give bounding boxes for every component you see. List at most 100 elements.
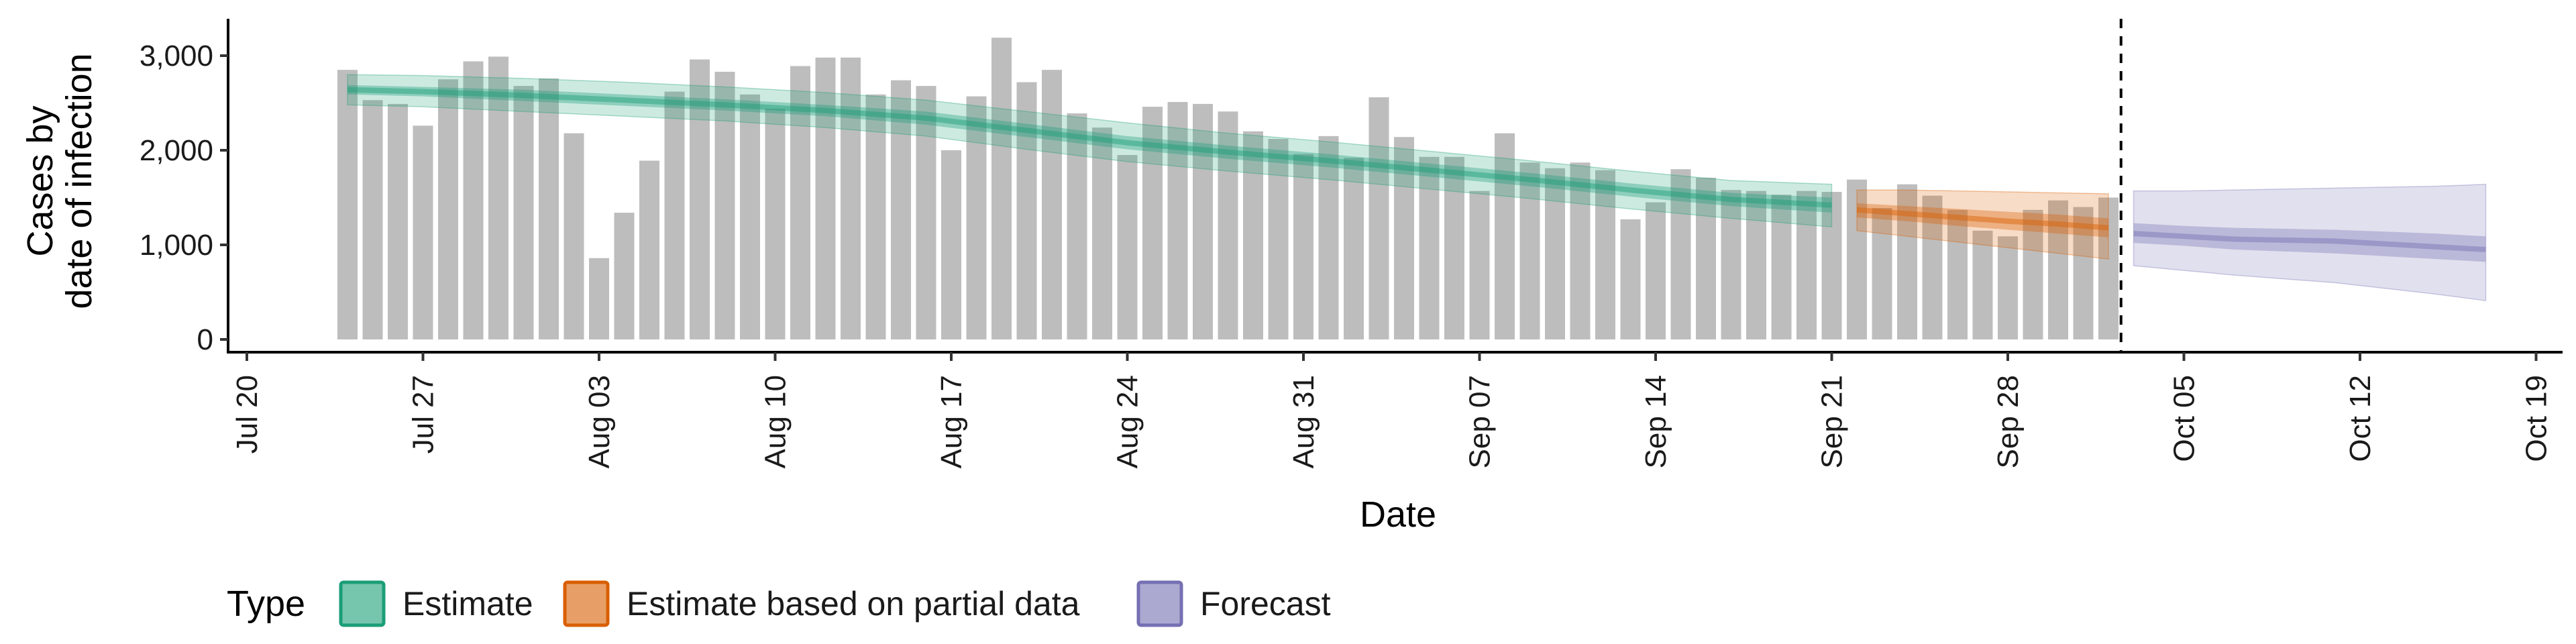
bar-2020-09-02 <box>1344 158 1364 339</box>
bar-2020-08-24 <box>1117 155 1138 340</box>
bar-2020-09-26 <box>1947 209 1968 339</box>
x-tick-label-2020-09-07: Sep 07 <box>1464 375 1497 468</box>
bar-2020-09-27 <box>1972 230 1993 339</box>
bar-2020-08-18 <box>966 96 987 339</box>
median-line-estimate <box>347 87 1832 208</box>
bar-2020-08-22 <box>1067 113 1087 339</box>
bar-2020-07-28 <box>438 79 458 339</box>
bar-2020-09-09 <box>1519 162 1540 339</box>
y-axis-title-line2: date of infection <box>59 53 99 309</box>
bar-2020-08-31 <box>1293 154 1313 339</box>
bar-2020-08-07 <box>690 59 710 339</box>
bar-2020-09-25 <box>1922 195 1943 339</box>
ribbon-50-forecast <box>2133 223 2486 262</box>
bar-2020-08-02 <box>564 133 584 339</box>
bar-2020-08-17 <box>941 150 961 339</box>
bar-2020-08-25 <box>1142 107 1163 339</box>
bar-2020-08-11 <box>790 66 810 339</box>
bar-2020-08-23 <box>1092 127 1112 339</box>
legend-label-estimate-based-on-partial-data: Estimate based on partial data <box>627 585 1080 623</box>
bar-2020-08-03 <box>589 258 609 339</box>
bar-2020-08-16 <box>916 86 936 339</box>
bar-2020-09-19 <box>1771 195 1792 339</box>
bar-2020-08-21 <box>1042 70 1062 340</box>
ribbon-50-estimate <box>347 85 1832 213</box>
bar-2020-09-23 <box>1872 208 1892 339</box>
x-tick-label-2020-10-05: Oct 05 <box>2168 375 2201 462</box>
x-tick-label-2020-08-17: Aug 17 <box>935 375 968 468</box>
y-axis-title-line1: Cases by <box>20 105 60 256</box>
bar-2020-08-30 <box>1268 139 1289 339</box>
x-tick-label-2020-10-19: Oct 19 <box>2520 375 2553 462</box>
bar-2020-08-04 <box>614 213 635 339</box>
bar-2020-07-24 <box>337 70 358 340</box>
bar-2020-07-31 <box>513 86 534 339</box>
legend-swatch-estimate <box>339 580 386 627</box>
bar-2020-09-13 <box>1620 219 1641 339</box>
bar-2020-08-19 <box>991 38 1012 340</box>
bar-2020-08-12 <box>815 57 836 339</box>
ribbon-90-forecast <box>2133 183 2487 302</box>
bar-2020-07-25 <box>362 100 383 339</box>
bar-2020-08-20 <box>1016 82 1037 339</box>
bar-2020-09-17 <box>1721 190 1741 339</box>
bar-2020-09-24 <box>1897 184 1917 339</box>
x-tick-label-2020-08-03: Aug 03 <box>583 375 616 468</box>
legend-entries: Estimate Estimate based on partial data Fo… <box>339 580 1331 627</box>
bar-2020-09-03 <box>1368 97 1389 340</box>
x-tick-label-2020-09-21: Sep 21 <box>1816 375 1849 468</box>
legend-swatch-estimate-based-on-partial-data <box>563 580 610 627</box>
x-tick-label-2020-10-12: Oct 12 <box>2344 375 2377 462</box>
y-tick-label-0: 0 <box>197 323 213 356</box>
bar-2020-08-13 <box>841 57 861 339</box>
bar-2020-08-26 <box>1167 102 1188 339</box>
x-tick-label-2020-07-20: Jul 20 <box>231 375 264 453</box>
x-tick-label-2020-08-31: Aug 31 <box>1287 375 1320 468</box>
ribbon-50-estimate-based-on-partial-data <box>1857 203 2108 237</box>
bar-2020-09-14 <box>1646 202 1666 339</box>
x-tick-label-2020-07-27: Jul 27 <box>407 375 440 453</box>
bar-2020-08-08 <box>714 71 735 339</box>
bar-2020-09-30 <box>2048 200 2068 339</box>
bar-2020-09-04 <box>1394 137 1414 339</box>
x-axis-title: Date <box>1360 494 1436 535</box>
x-tick-label-2020-08-10: Aug 10 <box>759 375 792 468</box>
bar-2020-08-27 <box>1193 103 1213 339</box>
bar-2020-07-26 <box>388 103 408 339</box>
median-line-estimate-based-on-partial-data <box>1856 207 2109 231</box>
bar-2020-08-28 <box>1218 111 1238 339</box>
ribbon-90-estimate-based-on-partial-data <box>1856 189 2109 260</box>
bar-2020-08-10 <box>765 108 786 339</box>
bar-2020-09-16 <box>1696 177 1716 339</box>
bar-2020-09-12 <box>1595 170 1615 339</box>
legend-swatch-forecast <box>1136 580 1183 627</box>
bar-2020-09-01 <box>1318 136 1339 339</box>
bar-2020-09-20 <box>1796 191 1817 339</box>
bar-2020-10-01 <box>2073 207 2094 339</box>
y-tick-label-3000: 3,000 <box>140 40 213 72</box>
bar-2020-09-22 <box>1847 179 1867 339</box>
x-tick-label-2020-09-28: Sep 28 <box>1992 375 2025 468</box>
bar-2020-08-01 <box>539 78 559 339</box>
bar-2020-07-30 <box>488 56 508 339</box>
y-tick-label-1000: 1,000 <box>140 229 213 262</box>
legend-label-estimate: Estimate <box>402 585 533 623</box>
bar-2020-09-06 <box>1444 156 1464 339</box>
legend: Type Estimate Estimate based on partial d… <box>227 580 1331 627</box>
bar-2020-07-29 <box>463 61 484 340</box>
bar-2020-09-21 <box>1821 192 1842 339</box>
axes: 0 1,000 2,000 3,000 Jul 20 Jul 27 Aug 03 Aug 10… <box>140 19 2563 468</box>
bar-2020-09-18 <box>1746 191 1766 339</box>
legend-title: Type <box>227 584 305 624</box>
median-line-forecast <box>2133 231 2486 253</box>
bar-2020-09-05 <box>1419 156 1440 339</box>
bar-2020-09-10 <box>1545 168 1565 339</box>
bar-2020-08-09 <box>740 94 760 339</box>
bar-2020-09-15 <box>1670 169 1691 339</box>
y-tick-label-2000: 2,000 <box>140 134 213 167</box>
bar-2020-09-28 <box>1998 236 2018 339</box>
bar-2020-07-27 <box>413 125 433 339</box>
bar-2020-08-15 <box>891 80 911 339</box>
bar-2020-09-07 <box>1469 191 1490 339</box>
bar-2020-09-11 <box>1570 162 1591 339</box>
